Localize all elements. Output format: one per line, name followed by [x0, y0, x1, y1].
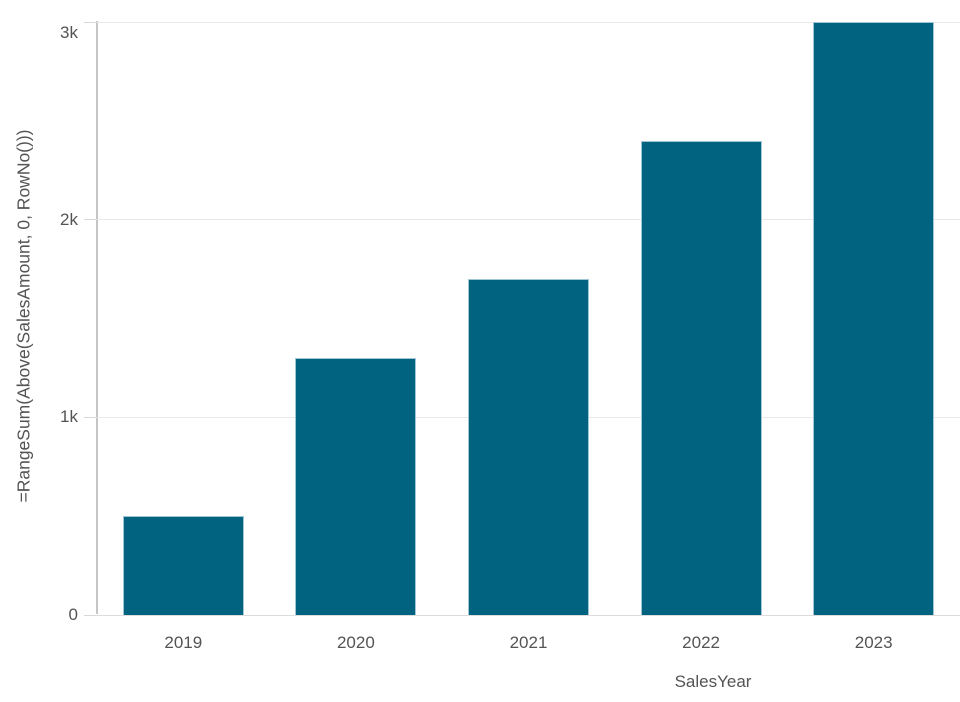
y-tick-mark — [84, 21, 97, 23]
bar-2020[interactable] — [295, 358, 417, 615]
bar-2022[interactable] — [640, 140, 762, 615]
x-axis-line — [97, 614, 960, 616]
x-tick-label: 2022 — [682, 633, 720, 652]
y-axis-line — [96, 21, 98, 614]
y-tick-mark — [84, 416, 97, 418]
y-tick-mark — [84, 614, 97, 616]
x-tick-label: 2023 — [854, 633, 893, 652]
y-tick-label: 3k — [60, 23, 78, 42]
y-tick-mark — [84, 219, 97, 221]
gridline — [97, 21, 960, 23]
y-tick-label: 2k — [60, 209, 78, 229]
y-tick-label: 0 — [68, 605, 78, 624]
x-tick-label: 2019 — [164, 633, 203, 652]
bar-2023[interactable] — [813, 22, 935, 615]
gridline — [97, 219, 960, 221]
y-axis-title: =RangeSum(Above(SalesAmount, 0, RowNo())… — [13, 129, 34, 503]
x-tick-label: 2020 — [336, 633, 375, 652]
bar-2019[interactable] — [122, 516, 244, 615]
x-axis-title: SalesYear — [674, 672, 752, 691]
y-tick-label: 1k — [60, 407, 78, 427]
bar-2021[interactable] — [468, 278, 589, 615]
x-tick-label: 2021 — [509, 633, 548, 652]
